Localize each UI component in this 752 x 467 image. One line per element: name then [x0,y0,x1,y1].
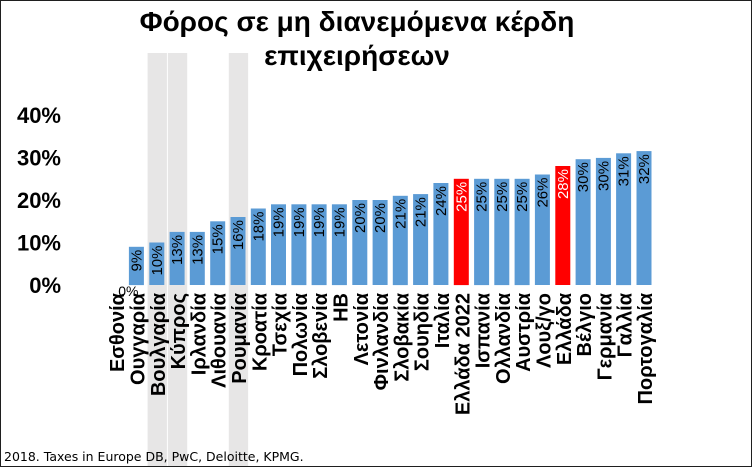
x-axis: ΕσθονίαΟυγγαρίαΒουλγαρίαΚύπροςΙρλανδίαΛι… [107,292,657,415]
y-tick-label: 40% [17,103,61,128]
data-labels: 0%9% 10% 13% 13% 15% 16% 18% 19% 19% 19% 19% 20% 20%… [118,154,653,299]
x-tick-label: Λετονία [351,292,373,365]
data-label: 21% [413,197,430,227]
data-label: 25% [494,182,511,212]
bar [433,183,449,285]
x-tick-label: Σουηδία [412,292,434,371]
data-label: 21% [392,199,409,229]
data-label: 26% [534,178,551,208]
bar [291,204,307,286]
bar [474,178,490,286]
x-tick-label: Τσεχία [270,292,292,356]
x-tick-label: Κύπρος [168,293,190,369]
bar [555,166,571,285]
bar [210,221,226,286]
data-label: 16% [230,220,247,250]
x-tick-label: Ολλανδία [493,292,515,384]
bar [453,178,469,286]
chart-title-line-1: Φόρος σε μη διανεμόμενα κέρδη [139,6,575,37]
x-tick-label: Βέλγιο [574,293,596,357]
bar [311,204,327,286]
data-label: 10% [149,246,166,276]
data-label: 30% [575,162,592,192]
x-tick-label: Εσθονία [107,292,129,372]
chart-title-line-2: επιχειρήσεων [264,40,450,71]
bar [494,178,510,286]
bar [413,194,429,285]
x-tick-label: Ελλάδα 2022 [452,293,474,415]
data-label: 20% [352,203,369,233]
bar [534,174,550,285]
x-tick-label: Λιθουανία [209,292,231,388]
bar [616,153,632,286]
bar [271,204,286,286]
x-tick-label: Πορτογαλία [635,292,657,404]
y-tick-label: 10% [17,231,61,256]
x-tick-label: Σλοβενία [310,292,332,378]
data-label: 19% [331,207,348,237]
bar [595,157,611,285]
data-label: 18% [250,212,267,242]
x-tick-label: Ρουμανία [229,292,251,383]
data-label: 20% [372,203,389,233]
data-label: 9% [128,250,145,272]
x-tick-label: Ουγγαρία [127,292,149,385]
y-tick-label: 30% [17,146,61,171]
bar [128,246,144,286]
data-label: 25% [514,182,531,212]
x-tick-label: Βουλγαρία [148,292,170,396]
data-label: 30% [595,161,612,191]
bar [169,231,185,285]
bar [575,159,591,285]
bar [189,231,205,285]
x-tick-label: Πολωνία [290,292,312,376]
bar [372,200,388,285]
bar [149,242,165,285]
y-axis: 0% 10% 20% 30% 40% [17,103,61,298]
data-label: 15% [210,224,227,254]
bar [331,204,347,286]
data-label: 24% [433,186,450,216]
bar [230,217,246,285]
x-tick-label: Ελλάδα [554,292,576,365]
y-tick-label: 0% [29,273,61,298]
x-tick-label: Κροατία [249,292,271,371]
x-tick-label: Φινλανδία [371,292,393,390]
data-label: 13% [169,235,186,265]
x-tick-label: Γερμανία [594,292,616,380]
x-tick-label: Λουξ/γο [533,293,555,368]
data-label: 32% [636,154,653,184]
bars [128,151,652,286]
x-tick-label: ΗΒ [330,293,352,322]
x-tick-label: Αυστρία [513,292,535,372]
chart-title: Φόρος σε μη διανεμόμενα κέρδη επιχειρήσε… [1,5,713,73]
y-tick-label: 20% [17,188,61,213]
x-tick-label: Ιρλανδία [188,292,210,375]
x-tick-label: Σλοβακία [391,292,413,381]
bar [636,151,652,285]
x-tick-label: Γαλλία [615,292,637,357]
data-label: 28% [555,169,572,199]
x-tick-label: Ισπανία [473,292,495,368]
data-label: 31% [616,156,633,186]
bar [392,195,408,286]
source-note: 2018. Taxes in Europe DB, PwC, Deloitte,… [4,449,304,464]
data-label: 19% [311,207,328,237]
x-tick-label: Ιταλία [432,292,454,348]
data-label: 25% [474,182,491,212]
data-label: 19% [291,207,308,237]
data-label: 19% [271,207,288,237]
bar [250,208,266,285]
data-label: 25% [453,182,470,212]
data-label: 13% [189,235,206,265]
data-label: 0% [118,283,138,299]
bar [352,200,368,285]
bar [514,178,530,286]
